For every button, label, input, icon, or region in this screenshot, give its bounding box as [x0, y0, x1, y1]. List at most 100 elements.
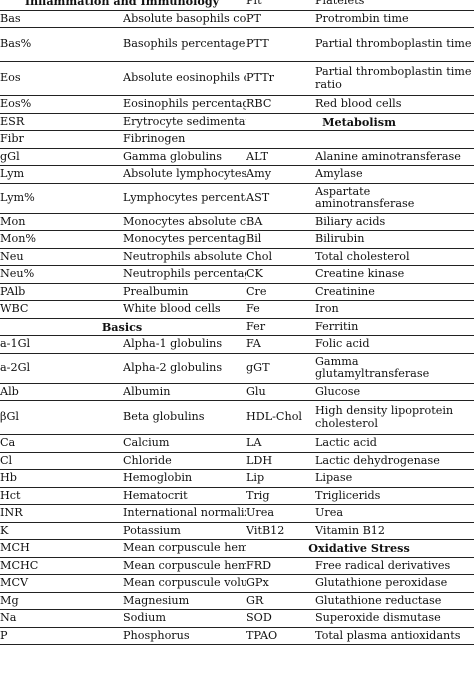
- definition-cell: Sodium: [123, 609, 246, 627]
- definition-cell: International normalized ratio: [123, 504, 246, 522]
- abbreviation-cell: Bas%: [0, 27, 123, 62]
- abbreviation-cell: ESR: [0, 112, 123, 131]
- abbreviation-cell: PAlb: [0, 282, 123, 301]
- definition-cell: Partial thromboplastin time: [315, 27, 474, 62]
- table-row: Mon% Monocytes percentage Bil Bilirubin: [0, 230, 474, 248]
- table-row: K Potassium VitB12 Vitamin B12: [0, 521, 474, 540]
- definition-cell: Prealbumin: [123, 282, 246, 301]
- abbreviation-cell: SOD: [246, 609, 315, 627]
- abbreviation-cell: K: [0, 521, 123, 540]
- definition-cell: Neutrophils absolute count: [123, 247, 246, 266]
- definition-cell: Lactic acid: [315, 434, 474, 452]
- abbreviation-cell: GR: [246, 591, 315, 610]
- abbreviation-cell: ALT: [246, 147, 315, 166]
- definition-cell: Bilirubin: [315, 230, 474, 248]
- abbreviation-cell: gGl: [0, 147, 123, 166]
- definition-cell: Monocytes absolute count: [123, 212, 246, 231]
- definition-cell: Basophils percentage: [123, 27, 246, 62]
- definition-cell: Lymphocytes percentage: [123, 182, 246, 213]
- definition-cell: Gamma globulins: [123, 147, 246, 166]
- abbreviation-cell: TPAO: [246, 626, 315, 645]
- abbreviation-cell: GPx: [246, 574, 315, 592]
- definition-cell: Magnesium: [123, 591, 246, 610]
- definition-cell: Absolute basophils count: [123, 9, 246, 28]
- definition-cell: Mean corpuscule hemoglobin: [123, 539, 246, 557]
- abbreviation-cell: Bil: [246, 230, 315, 248]
- abbreviation-cell: Hct: [0, 486, 123, 505]
- table-row: Hb Hemoglobin Lip Lipase: [0, 469, 474, 487]
- abbreviation-cell: PT: [246, 9, 315, 28]
- definition-cell: Phosphorus: [123, 626, 246, 645]
- definition-cell: Glutathione reductase: [315, 591, 474, 610]
- abbreviation-cell: PTT: [246, 27, 315, 62]
- definition-cell: Amylase: [315, 165, 474, 183]
- definition-cell: Eosinophils percentage: [123, 95, 246, 113]
- abbreviation-cell: Lym%: [0, 182, 123, 213]
- definition-cell: Protrombin time: [315, 9, 474, 28]
- table-row: gGl Gamma globulins ALT Alanine aminotransf…: [0, 147, 474, 166]
- table-row: Fibr Fibrinogen: [0, 130, 474, 148]
- abbreviation-cell: Mon: [0, 212, 123, 231]
- definition-cell: Vitamin B12: [315, 521, 474, 540]
- definition-cell: Glutathione peroxidase: [315, 574, 474, 592]
- definition-cell: Alpha-1 globulins: [123, 335, 246, 353]
- table-row: WBC White blood cells Fe Iron: [0, 300, 474, 318]
- definition-cell: Red blood cells: [315, 95, 474, 113]
- definition-cell: Mean corpuscule volume: [123, 574, 246, 592]
- abbreviation-cell: Amy: [246, 165, 315, 183]
- abbreviation-cell: P: [0, 626, 123, 645]
- abbreviation-cell: CK: [246, 265, 315, 283]
- table-row: Ca Calcium LA Lactic acid: [0, 434, 474, 452]
- definition-cell: Hematocrit: [123, 486, 246, 505]
- abbreviation-cell: Alb: [0, 382, 123, 401]
- table-row: Mg Magnesium GR Glutathione reductase: [0, 591, 474, 610]
- definition-cell: Albumin: [123, 382, 246, 401]
- abbreviation-cell: Mon%: [0, 230, 123, 248]
- table-row: Lym%Lymphocytes percentageASTAspartate a…: [0, 182, 474, 213]
- table-row: Eos% Eosinophils percentage RBC Red blood c…: [0, 95, 474, 113]
- abbreviation-cell: Na: [0, 609, 123, 627]
- table-row: Hct Hematocrit Trig Triglicerids: [0, 486, 474, 505]
- table-row: P Phosphorus TPAO Total plasma antioxidants: [0, 626, 474, 645]
- definition-cell: Free radical derivatives: [315, 556, 474, 575]
- section-header: Metabolism: [246, 112, 474, 131]
- definition-cell: Triglicerids: [315, 486, 474, 505]
- abbreviation-cell: Fibr: [0, 130, 123, 148]
- abbreviation-cell: Bas: [0, 9, 123, 28]
- definition-cell: Partial thromboplastin time ratio: [315, 61, 474, 96]
- definition-cell: White blood cells: [123, 300, 246, 318]
- table-row: Na Sodium SOD Superoxide dismutase: [0, 609, 474, 627]
- abbreviation-cell: Fe: [246, 300, 315, 318]
- abbreviation-cell: VitB12: [246, 521, 315, 540]
- abbreviation-cell: LDH: [246, 451, 315, 470]
- abbreviation-cell: Fer: [246, 317, 315, 336]
- abbreviation-cell: PTTr: [246, 61, 315, 96]
- definition-cell: Iron: [315, 300, 474, 318]
- abbreviation-cell: FA: [246, 335, 315, 353]
- definition-cell: Alpha-2 globulins: [123, 352, 246, 383]
- table-row: Basics Fer Ferritin: [0, 317, 474, 336]
- section-header: Basics: [0, 317, 246, 336]
- table-row: Inflammation and Immunology Plt Platelets: [0, 0, 474, 10]
- abbreviation-cell: Cl: [0, 451, 123, 470]
- section-header: Oxidative Stress: [246, 539, 474, 557]
- definition-cell: Ferritin: [315, 317, 474, 336]
- definition-cell: Potassium: [123, 521, 246, 540]
- definition-cell: Mean corpuscule hemoglobin content: [123, 556, 246, 575]
- definition-cell: Folic acid: [315, 335, 474, 353]
- table-row: Alb Albumin Glu Glucose: [0, 382, 474, 401]
- definition-cell: Chloride: [123, 451, 246, 470]
- definition-cell: Fibrinogen: [123, 130, 246, 148]
- abbreviation-cell: AST: [246, 182, 315, 213]
- definition-cell: Platelets: [315, 0, 365, 7]
- abbreviation-cell: Neu%: [0, 265, 123, 283]
- abbreviation-cell: gGT: [246, 352, 315, 383]
- abbreviation-cell: Ca: [0, 434, 123, 452]
- abbreviation-cell: Eos: [0, 61, 123, 96]
